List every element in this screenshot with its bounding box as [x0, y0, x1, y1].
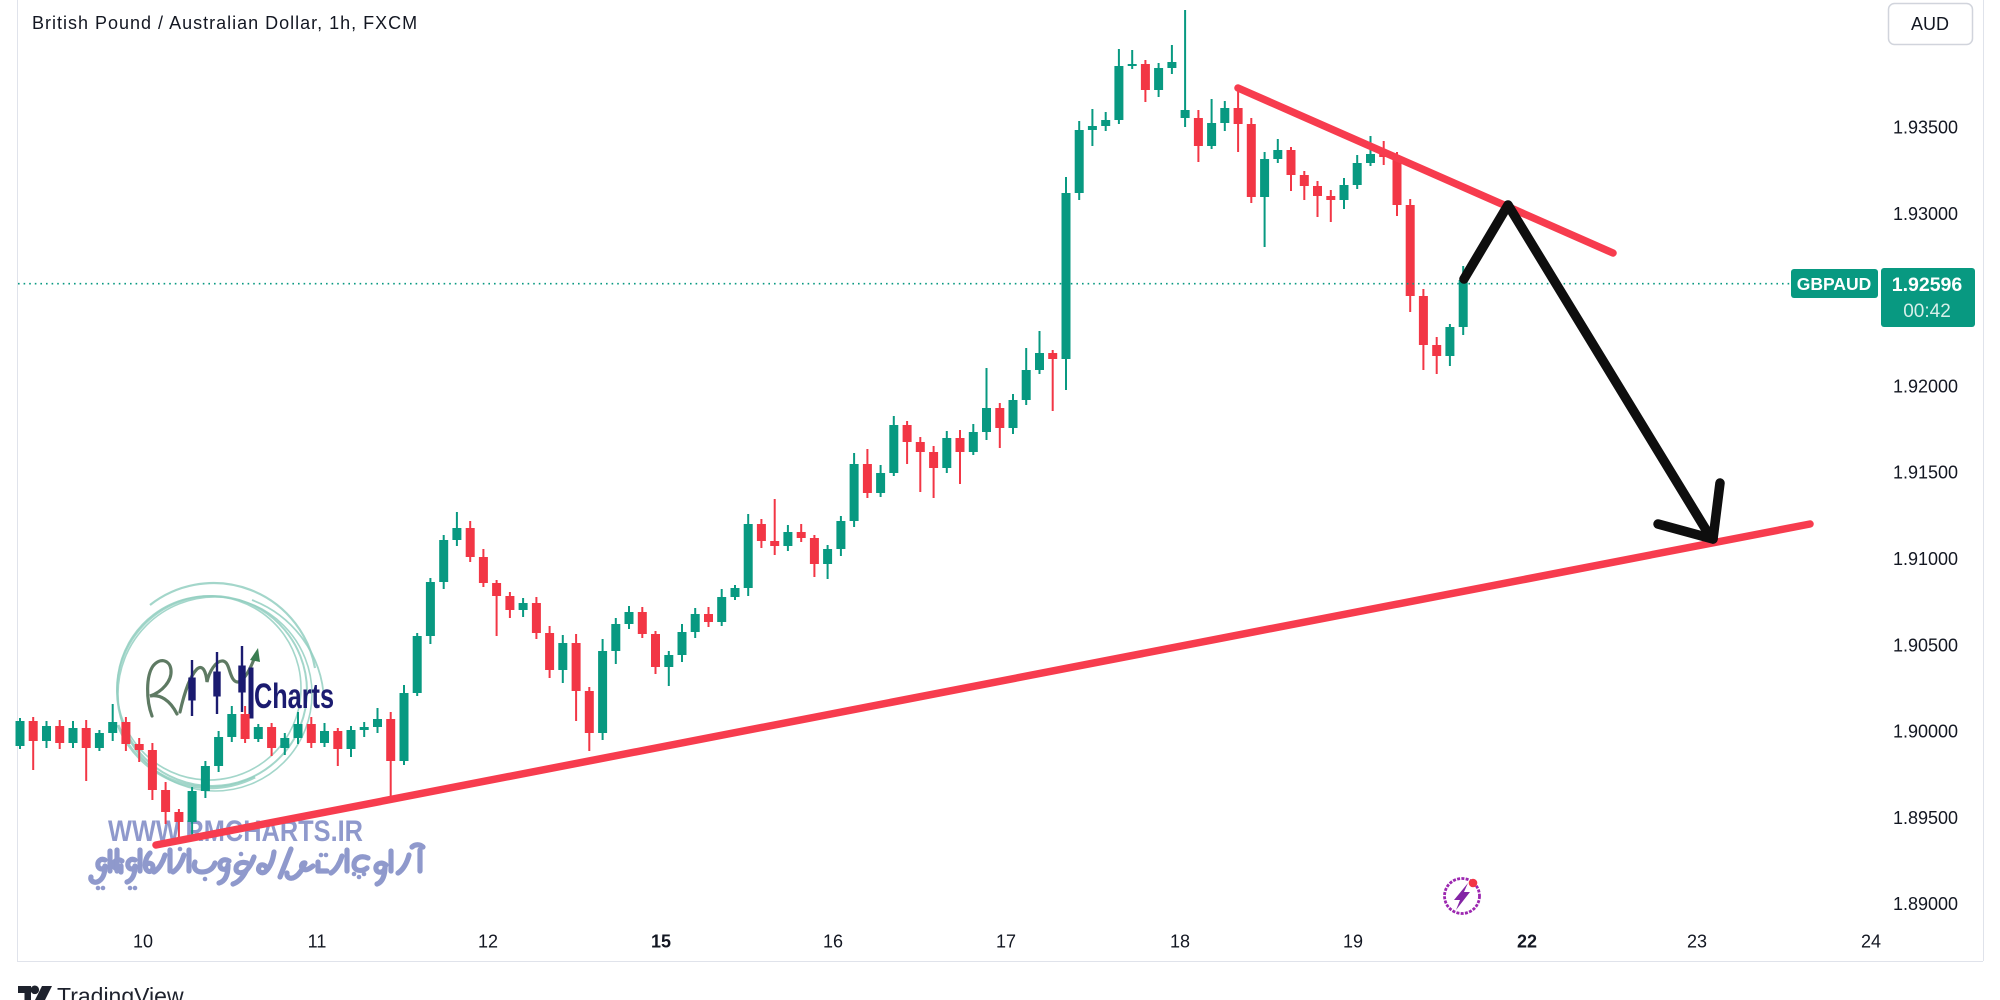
- svg-text:23: 23: [1687, 932, 1707, 952]
- svg-text:British Pound / Australian Dol: British Pound / Australian Dollar, 1h, F…: [32, 13, 418, 33]
- svg-text:11: 11: [308, 932, 327, 952]
- svg-text:1.92596: 1.92596: [1892, 274, 1963, 296]
- svg-text:1.92000: 1.92000: [1893, 376, 1958, 396]
- svg-text:1.91000: 1.91000: [1893, 549, 1958, 569]
- svg-text:1.91500: 1.91500: [1893, 463, 1958, 483]
- svg-text:1.89500: 1.89500: [1893, 808, 1958, 828]
- svg-text:10: 10: [133, 932, 153, 952]
- svg-text:1.89000: 1.89000: [1893, 894, 1958, 914]
- svg-text:00:42: 00:42: [1903, 301, 1951, 322]
- svg-text:12: 12: [478, 932, 498, 952]
- svg-text:AUD: AUD: [1911, 14, 1949, 34]
- svg-text:24: 24: [1861, 932, 1881, 952]
- svg-text:Charts: Charts: [254, 677, 334, 716]
- svg-text:18: 18: [1170, 932, 1190, 952]
- svg-text:15: 15: [651, 932, 671, 952]
- svg-text:GBPAUD: GBPAUD: [1797, 274, 1872, 294]
- svg-text:1.90000: 1.90000: [1893, 722, 1958, 742]
- svg-text:1.90500: 1.90500: [1893, 635, 1958, 655]
- svg-text:19: 19: [1343, 932, 1363, 952]
- svg-text:TradingView: TradingView: [57, 983, 184, 1000]
- svg-text:17: 17: [996, 932, 1016, 952]
- svg-text:1.93500: 1.93500: [1893, 118, 1958, 138]
- svg-text:22: 22: [1517, 932, 1537, 952]
- svg-text:16: 16: [823, 932, 843, 952]
- svg-text:1.93000: 1.93000: [1893, 204, 1958, 224]
